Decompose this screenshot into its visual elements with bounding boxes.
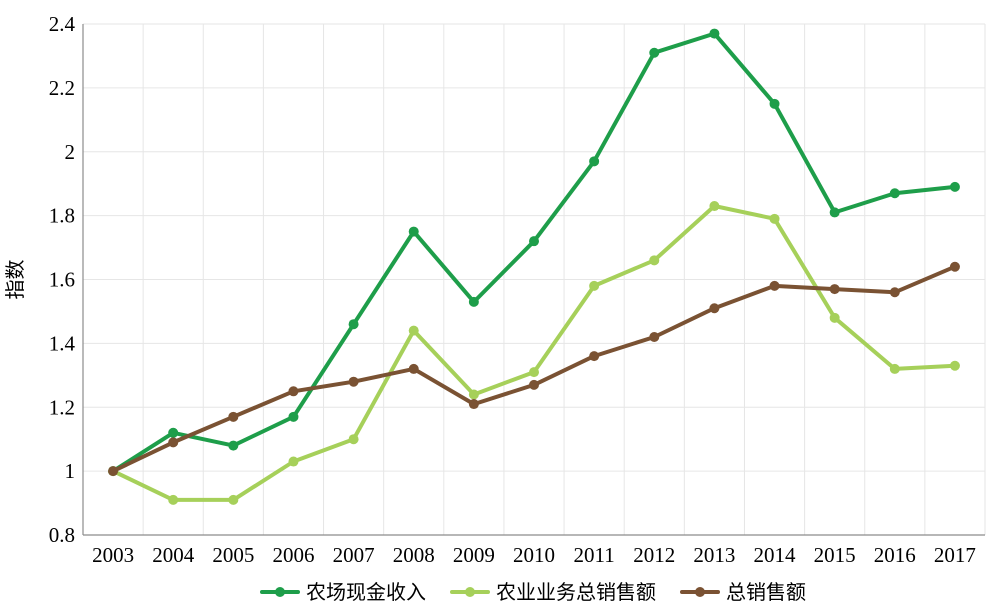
series-3-point (468, 399, 479, 410)
axes (82, 24, 985, 536)
y-tick-label: 2.2 (49, 76, 75, 100)
series-1-point (709, 28, 720, 39)
series-1-point (468, 296, 479, 307)
y-tick-label: 0.8 (49, 523, 75, 547)
x-tick-label: 2016 (874, 543, 916, 567)
series-1-point (649, 47, 660, 58)
y-tick-label: 2 (65, 140, 76, 164)
series-line-1 (111, 31, 957, 474)
series-3-point (589, 351, 600, 362)
series-1-point (889, 188, 900, 199)
series-1-point (168, 427, 179, 438)
series-2-point (228, 494, 239, 505)
y-axis-title: 指数 (3, 260, 27, 300)
x-tick-label: 2003 (92, 543, 134, 567)
series-1-point (949, 181, 960, 192)
series-2-point (829, 312, 840, 323)
series-1-point (348, 319, 359, 330)
series-3-point (709, 303, 720, 314)
series-3-point (108, 466, 119, 477)
series-2-point (649, 255, 660, 266)
x-tick-label: 2005 (212, 543, 254, 567)
series-1-point (589, 156, 600, 167)
series-1-point (288, 411, 299, 422)
y-tick-label: 1.4 (49, 331, 76, 355)
series-2-point (348, 434, 359, 445)
x-tick-label: 2007 (333, 543, 375, 567)
series-2-point (288, 456, 299, 467)
series-2-point (529, 367, 539, 378)
legend-label: 农场现金收入 (306, 580, 426, 604)
y-tick-label: 1 (65, 459, 76, 483)
series-3-point (889, 287, 900, 298)
legend-swatch-marker (695, 587, 705, 597)
legend-label: 农业业务总销售额 (496, 580, 656, 604)
legend-swatch-marker (465, 587, 475, 597)
legend: 农场现金收入 农业业务总销售额 总销售额 (260, 580, 806, 604)
series-2-point (709, 201, 720, 212)
series-2-point (168, 494, 179, 505)
series-2-point (769, 213, 780, 224)
series-3-point (348, 376, 359, 387)
x-tick-label: 2006 (272, 543, 314, 567)
series-3-point (649, 331, 660, 342)
series-3-point (769, 280, 780, 291)
y-tick-labels: 0.8 1 1.2 1.4 1.6 1.8 2 2.2 2.4 (49, 12, 76, 547)
series-1-point (769, 98, 780, 109)
series-2-point (949, 360, 960, 371)
series-3-point (829, 284, 840, 295)
x-tick-label: 2009 (453, 543, 495, 567)
legend-item-1: 农场现金收入 (260, 580, 426, 604)
legend-item-3: 总销售额 (680, 580, 806, 604)
x-tick-label: 2010 (513, 543, 555, 567)
series-3-point (168, 437, 179, 448)
x-tick-label: 2008 (393, 543, 435, 567)
series-3-point (529, 379, 539, 390)
x-tick-label: 2004 (152, 543, 195, 567)
x-tick-label: 2011 (574, 543, 615, 567)
grid-lines (83, 23, 986, 535)
series-2-point (468, 389, 479, 400)
y-tick-label: 1.2 (49, 395, 75, 419)
series-1-point (829, 207, 840, 218)
legend-item-2: 农业业务总销售额 (450, 580, 656, 604)
series-3-point (228, 411, 239, 422)
series-1-point (408, 226, 419, 237)
legend-swatch-marker (275, 587, 285, 597)
x-tick-label: 2012 (633, 543, 675, 567)
series-3-point (949, 261, 960, 272)
series-3-point (408, 363, 419, 374)
x-tick-labels: 2003 2004 2005 2006 2007 2008 2009 2010 2011 2012… (92, 543, 976, 567)
x-tick-label: 2015 (814, 543, 856, 567)
series-2-point (408, 325, 419, 336)
series-lines (108, 28, 960, 505)
series-2-point (589, 280, 600, 291)
legend-label: 总销售额 (726, 580, 806, 604)
y-tick-label: 1.6 (49, 268, 75, 292)
series-line-2 (111, 204, 957, 502)
y-tick-label: 1.8 (49, 204, 75, 228)
series-3-point (288, 386, 299, 397)
y-tick-label: 2.4 (49, 12, 76, 36)
series-1-point (228, 440, 239, 451)
x-tick-label: 2017 (934, 543, 976, 567)
series-1-point (529, 236, 539, 247)
x-tick-label: 2013 (693, 543, 735, 567)
x-tick-label: 2014 (754, 543, 797, 567)
series-2-point (889, 363, 900, 374)
